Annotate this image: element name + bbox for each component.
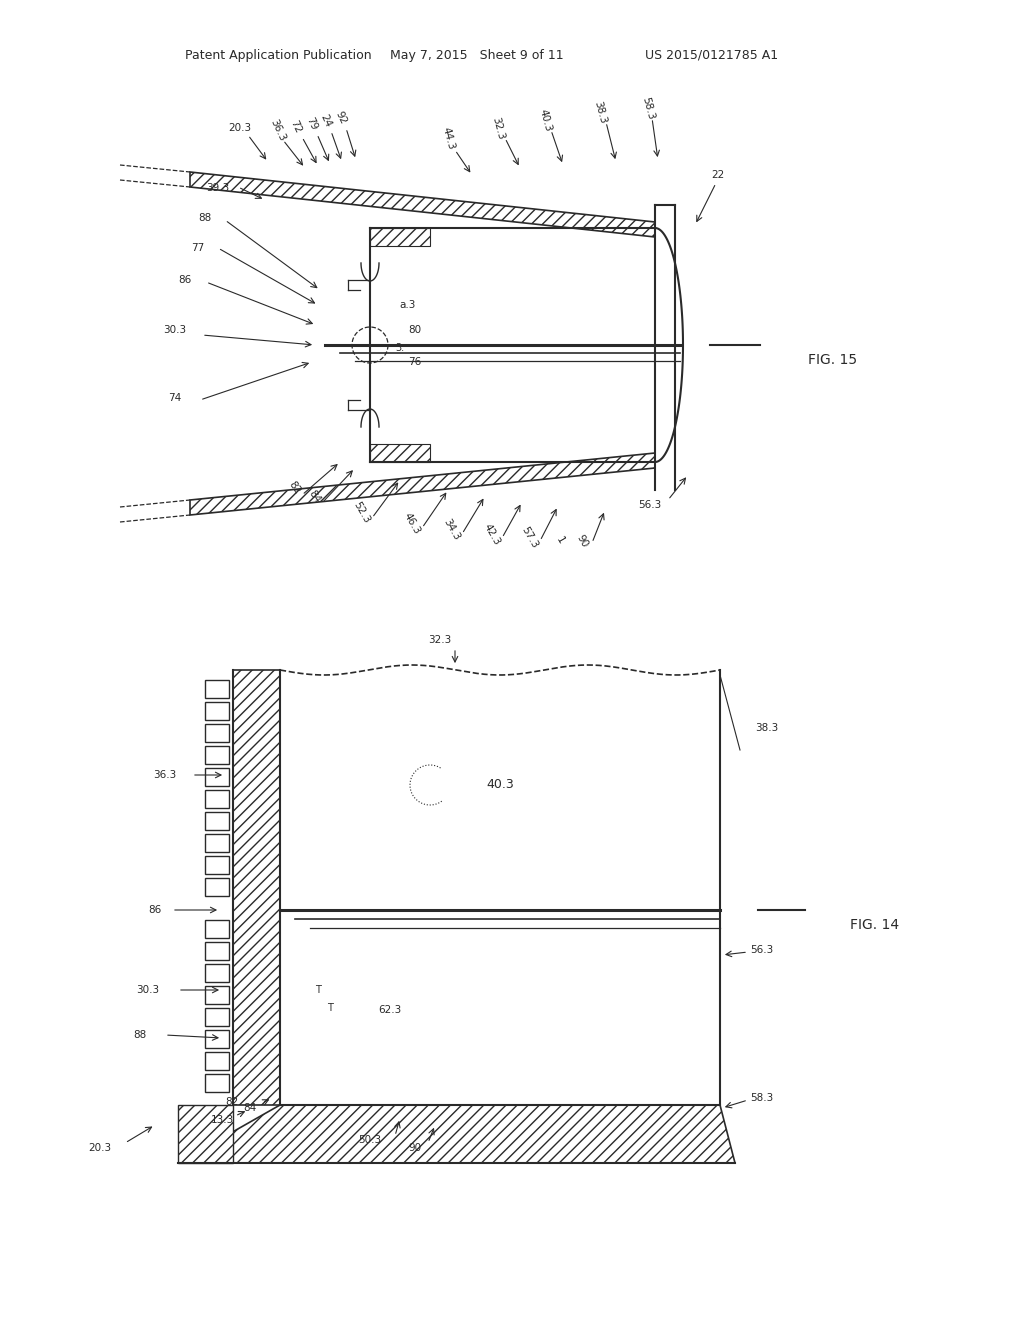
Text: 90: 90 xyxy=(408,1143,421,1152)
Text: 86: 86 xyxy=(148,906,161,915)
Polygon shape xyxy=(370,444,430,462)
Text: 84: 84 xyxy=(307,488,323,506)
Text: 30.3: 30.3 xyxy=(163,325,186,335)
Text: 56.3: 56.3 xyxy=(749,945,772,954)
Text: T: T xyxy=(315,985,321,995)
Text: 38.3: 38.3 xyxy=(592,99,607,124)
Text: 40.3: 40.3 xyxy=(537,107,552,132)
Text: 38.3: 38.3 xyxy=(754,723,777,733)
Bar xyxy=(205,1052,229,1071)
Polygon shape xyxy=(190,453,654,515)
Text: a.3: a.3 xyxy=(399,300,416,310)
Text: 52.3: 52.3 xyxy=(352,500,372,525)
Text: 77: 77 xyxy=(192,243,205,253)
Text: 82: 82 xyxy=(225,1097,238,1107)
Text: 84: 84 xyxy=(244,1104,257,1113)
Text: 72: 72 xyxy=(288,119,303,135)
Bar xyxy=(205,1030,229,1048)
Polygon shape xyxy=(232,671,280,1105)
Polygon shape xyxy=(178,1105,735,1163)
Polygon shape xyxy=(190,172,654,238)
Bar xyxy=(205,855,229,874)
Text: 58.3: 58.3 xyxy=(640,95,655,120)
Text: 36.3: 36.3 xyxy=(268,117,287,143)
Text: 90: 90 xyxy=(574,533,589,549)
Text: 20.3: 20.3 xyxy=(89,1143,111,1152)
Bar xyxy=(205,964,229,982)
Bar xyxy=(205,723,229,742)
Text: 56.3: 56.3 xyxy=(638,500,661,510)
Text: May 7, 2015   Sheet 9 of 11: May 7, 2015 Sheet 9 of 11 xyxy=(389,49,564,62)
Bar xyxy=(205,920,229,939)
Text: 36.3: 36.3 xyxy=(153,770,176,780)
Bar xyxy=(205,986,229,1005)
Text: FIG. 14: FIG. 14 xyxy=(849,917,898,932)
Text: 88: 88 xyxy=(133,1030,147,1040)
Text: 86: 86 xyxy=(178,275,192,285)
Text: 13.3: 13.3 xyxy=(210,1115,233,1125)
Text: 42.3: 42.3 xyxy=(481,523,501,548)
Text: 24: 24 xyxy=(318,114,333,129)
Text: 1: 1 xyxy=(553,535,566,545)
Text: 74: 74 xyxy=(168,393,181,403)
Bar xyxy=(205,834,229,851)
Text: 34.3: 34.3 xyxy=(441,517,462,543)
Text: 76: 76 xyxy=(408,356,421,367)
Polygon shape xyxy=(178,1105,232,1163)
Text: 57.3: 57.3 xyxy=(520,525,540,550)
Text: 20.3: 20.3 xyxy=(228,123,252,133)
Text: US 2015/0121785 A1: US 2015/0121785 A1 xyxy=(644,49,777,62)
Bar xyxy=(205,1074,229,1092)
Text: 79: 79 xyxy=(305,116,319,132)
Bar xyxy=(205,1008,229,1026)
Text: 58.3: 58.3 xyxy=(749,1093,772,1104)
Bar xyxy=(205,680,229,698)
Text: 32.3: 32.3 xyxy=(428,635,451,645)
Text: 92: 92 xyxy=(333,110,348,127)
Text: 62.3: 62.3 xyxy=(378,1005,401,1015)
Text: FIG. 15: FIG. 15 xyxy=(807,352,856,367)
Bar xyxy=(205,768,229,785)
Text: 80: 80 xyxy=(408,325,421,335)
Text: T: T xyxy=(327,1003,332,1012)
Text: 3.: 3. xyxy=(395,343,405,352)
Text: 44.3: 44.3 xyxy=(440,125,455,150)
Bar xyxy=(205,942,229,960)
Text: Patent Application Publication: Patent Application Publication xyxy=(184,49,371,62)
Bar xyxy=(205,789,229,808)
Bar xyxy=(205,878,229,896)
Text: 50.3: 50.3 xyxy=(358,1135,381,1144)
Bar xyxy=(205,746,229,764)
Bar xyxy=(205,702,229,719)
Text: 32.3: 32.3 xyxy=(490,115,505,140)
Text: 46.3: 46.3 xyxy=(401,511,422,536)
Bar xyxy=(205,812,229,830)
Text: 30.3: 30.3 xyxy=(137,985,159,995)
Polygon shape xyxy=(370,228,430,246)
Text: 82: 82 xyxy=(286,479,303,496)
Text: 88: 88 xyxy=(198,213,211,223)
Text: 22: 22 xyxy=(710,170,723,180)
Text: 40.3: 40.3 xyxy=(486,779,514,792)
Text: 39.3: 39.3 xyxy=(206,183,229,193)
